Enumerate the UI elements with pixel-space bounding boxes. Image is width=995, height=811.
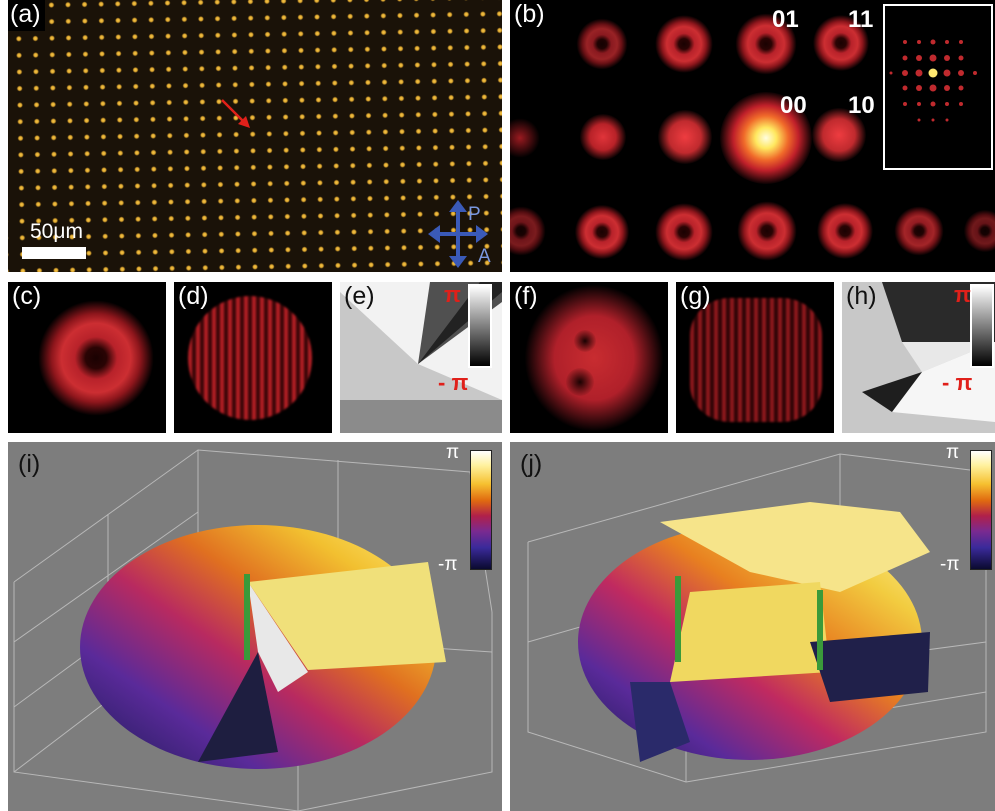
polarizer-label: P <box>468 204 481 225</box>
defect-arrow-icon <box>221 99 250 128</box>
phase-colormap <box>970 450 992 570</box>
panel-label-b: (b) <box>514 0 545 28</box>
panel-d-interference: (d) <box>174 282 332 433</box>
order-label-00: 00 <box>780 92 807 119</box>
diffraction-spot <box>960 206 995 256</box>
scale-bar-label: 50μm <box>30 220 83 243</box>
panel-e-phase: π - π (e) <box>340 282 502 433</box>
phase-colormap <box>470 450 492 570</box>
diffraction-spot <box>812 198 878 264</box>
diffraction-spot <box>658 110 712 164</box>
panel-j-3d-phase: π -π (j) <box>510 442 995 811</box>
colormap-max-label: π <box>446 442 460 463</box>
order-label-01: 01 <box>772 6 799 33</box>
scale-bar <box>22 247 86 259</box>
diffraction-inset <box>883 4 993 170</box>
colorbar-min-label: - π <box>942 370 973 395</box>
panel-g-interference: (g) <box>676 282 834 433</box>
inset-spots <box>889 39 977 122</box>
colormap-min-label: -π <box>438 554 458 575</box>
panel-h-phase: π - π (h) <box>842 282 995 433</box>
colormap-max-label: π <box>946 442 960 463</box>
colormap-min-label: -π <box>940 554 960 575</box>
order-label-11: 11 <box>848 6 874 33</box>
panel-label-a: (a) <box>8 0 45 31</box>
panel-label-c: (c) <box>12 282 42 310</box>
panel-f-intensity: (f) <box>510 282 668 433</box>
panel-label-f: (f) <box>514 282 538 310</box>
phase-surface-plot <box>527 453 987 783</box>
panel-c-intensity: (c) <box>8 282 166 433</box>
diffraction-spot <box>890 202 948 260</box>
fork-fringes <box>188 296 312 420</box>
diffraction-spot <box>572 14 632 74</box>
vortex-core <box>574 330 596 352</box>
polarizer-analyzer-cross-icon: P A <box>428 200 491 268</box>
colorbar-max-label: π <box>444 282 461 307</box>
phase-colorbar <box>970 284 994 368</box>
double-vortex-beam <box>524 284 664 432</box>
panel-label-e: (e) <box>344 282 375 310</box>
panel-b-diffraction: 01 11 00 10 (b) <box>510 0 995 272</box>
order-label-10: 10 <box>848 92 875 119</box>
colorbar-min-label: - π <box>438 370 469 395</box>
panel-label-d: (d) <box>178 282 209 310</box>
phase-surface-plot <box>13 449 493 811</box>
diffraction-spot <box>510 118 540 158</box>
diffraction-spot <box>812 108 866 162</box>
diffraction-spot <box>650 198 718 266</box>
analyzer-label: A <box>478 246 491 267</box>
double-fork-fringes <box>690 298 822 422</box>
diffraction-spot <box>732 196 802 266</box>
diffraction-spot <box>730 8 802 80</box>
diffraction-spot <box>580 114 626 160</box>
panel-label-j: (j) <box>520 450 543 478</box>
diffraction-spot <box>510 202 550 260</box>
diffraction-spot <box>570 200 634 264</box>
phase-colorbar <box>468 284 492 368</box>
phase-singularities <box>862 282 995 422</box>
colorbar-max-label: π <box>954 282 971 307</box>
diffraction-spot <box>808 10 874 76</box>
vortex-core <box>566 368 594 396</box>
vortex-beam <box>28 290 164 426</box>
panel-label-h: (h) <box>846 282 877 310</box>
panel-i-3d-phase: π -π (i) <box>8 442 502 811</box>
zero-order-spot <box>720 92 812 184</box>
panel-a-micrograph: 50μm P A (a) <box>8 0 502 272</box>
diffraction-spot <box>650 10 718 78</box>
panel-label-i: (i) <box>18 450 41 478</box>
panel-label-g: (g) <box>680 282 711 310</box>
